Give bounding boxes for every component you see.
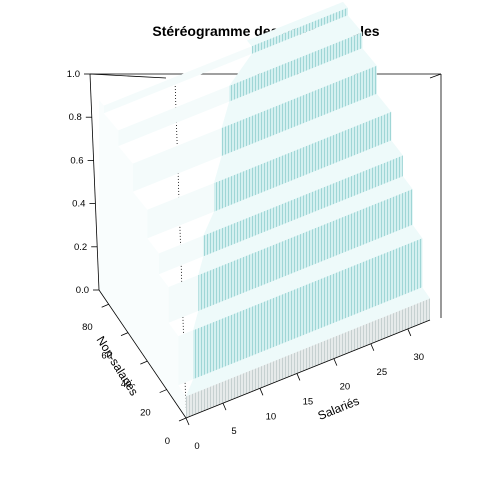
z-tick-label: 0.0 [76,285,89,296]
x-tick-mark [259,388,264,396]
z-axis-ticks: 0.0 0.2 0.4 0.6 0.8 1.0 [67,69,99,296]
surface-side [132,128,222,192]
x-tick-label: 15 [303,396,314,407]
z-tick-label: 0.4 [72,199,85,210]
y-tick-label: 80 [82,322,93,333]
surface-side [178,330,194,386]
surface-riser [198,189,413,311]
x-tick-mark [407,328,412,337]
surface-riser [229,32,363,102]
surface-riser [221,65,377,156]
surface-side [118,85,230,147]
surface-side [103,46,252,114]
surface [99,1,430,419]
surface-tread [221,48,377,128]
x-tick-label: 20 [340,382,351,393]
surface-riser [251,7,348,54]
x-tick-mark [185,417,190,426]
x-tick-mark [296,373,301,381]
y-tick-label: 40 [121,379,132,390]
surface-tread [198,176,413,276]
x-tick-mark [333,358,338,366]
box-top-front-edge [89,73,167,79]
surface-tread [246,1,348,47]
surface-side [158,235,204,275]
y-tick-mark [159,389,167,393]
box-top-right-edge [429,73,442,79]
y-tick-label: 0 [165,436,170,447]
x-tick-label: 5 [231,426,236,437]
x-tick-label: 10 [266,411,277,422]
surface-tread [186,287,430,397]
z-tick-label: 0.8 [69,112,82,123]
y-tick-mark [178,417,187,422]
surface-tread [229,15,363,86]
y-tick-mark [101,303,109,308]
surface-riser [203,155,403,257]
z-axis-line [89,73,100,291]
surface-riser [213,111,392,212]
x-tick-mark [370,343,375,351]
surface-riser [193,238,423,380]
surface-side [168,275,199,323]
x-tick-label: 0 [194,441,199,452]
surface-left-wall [99,99,186,419]
x-tick-label: 25 [377,367,388,378]
y-axis-line [98,289,187,419]
surface-tread [193,224,423,331]
surface-riser [186,298,430,418]
y-tick-label: 60 [101,351,112,362]
z-tick-label: 1.0 [67,69,80,80]
x-axis-ticks: 0 5 10 15 20 25 30 [185,328,425,452]
surface-tread [213,93,392,184]
y-tick-label: 20 [140,408,151,419]
x-tick-mark [222,402,227,411]
y-tick-mark [140,360,148,365]
y-axis-ticks: 0 20 40 60 80 [82,303,187,447]
x-tick-label: 30 [414,352,425,363]
x-axis-label: Salariés [316,394,361,423]
z-tick-label: 0.6 [70,155,83,166]
surface-side [147,183,214,239]
y-tick-mark [120,332,129,337]
z-tick-label: 0.2 [74,242,87,253]
box-front [89,73,442,419]
x-axis-line [185,319,431,419]
surface-tread [203,140,403,236]
y-axis-label: Non-salariés [94,334,142,399]
